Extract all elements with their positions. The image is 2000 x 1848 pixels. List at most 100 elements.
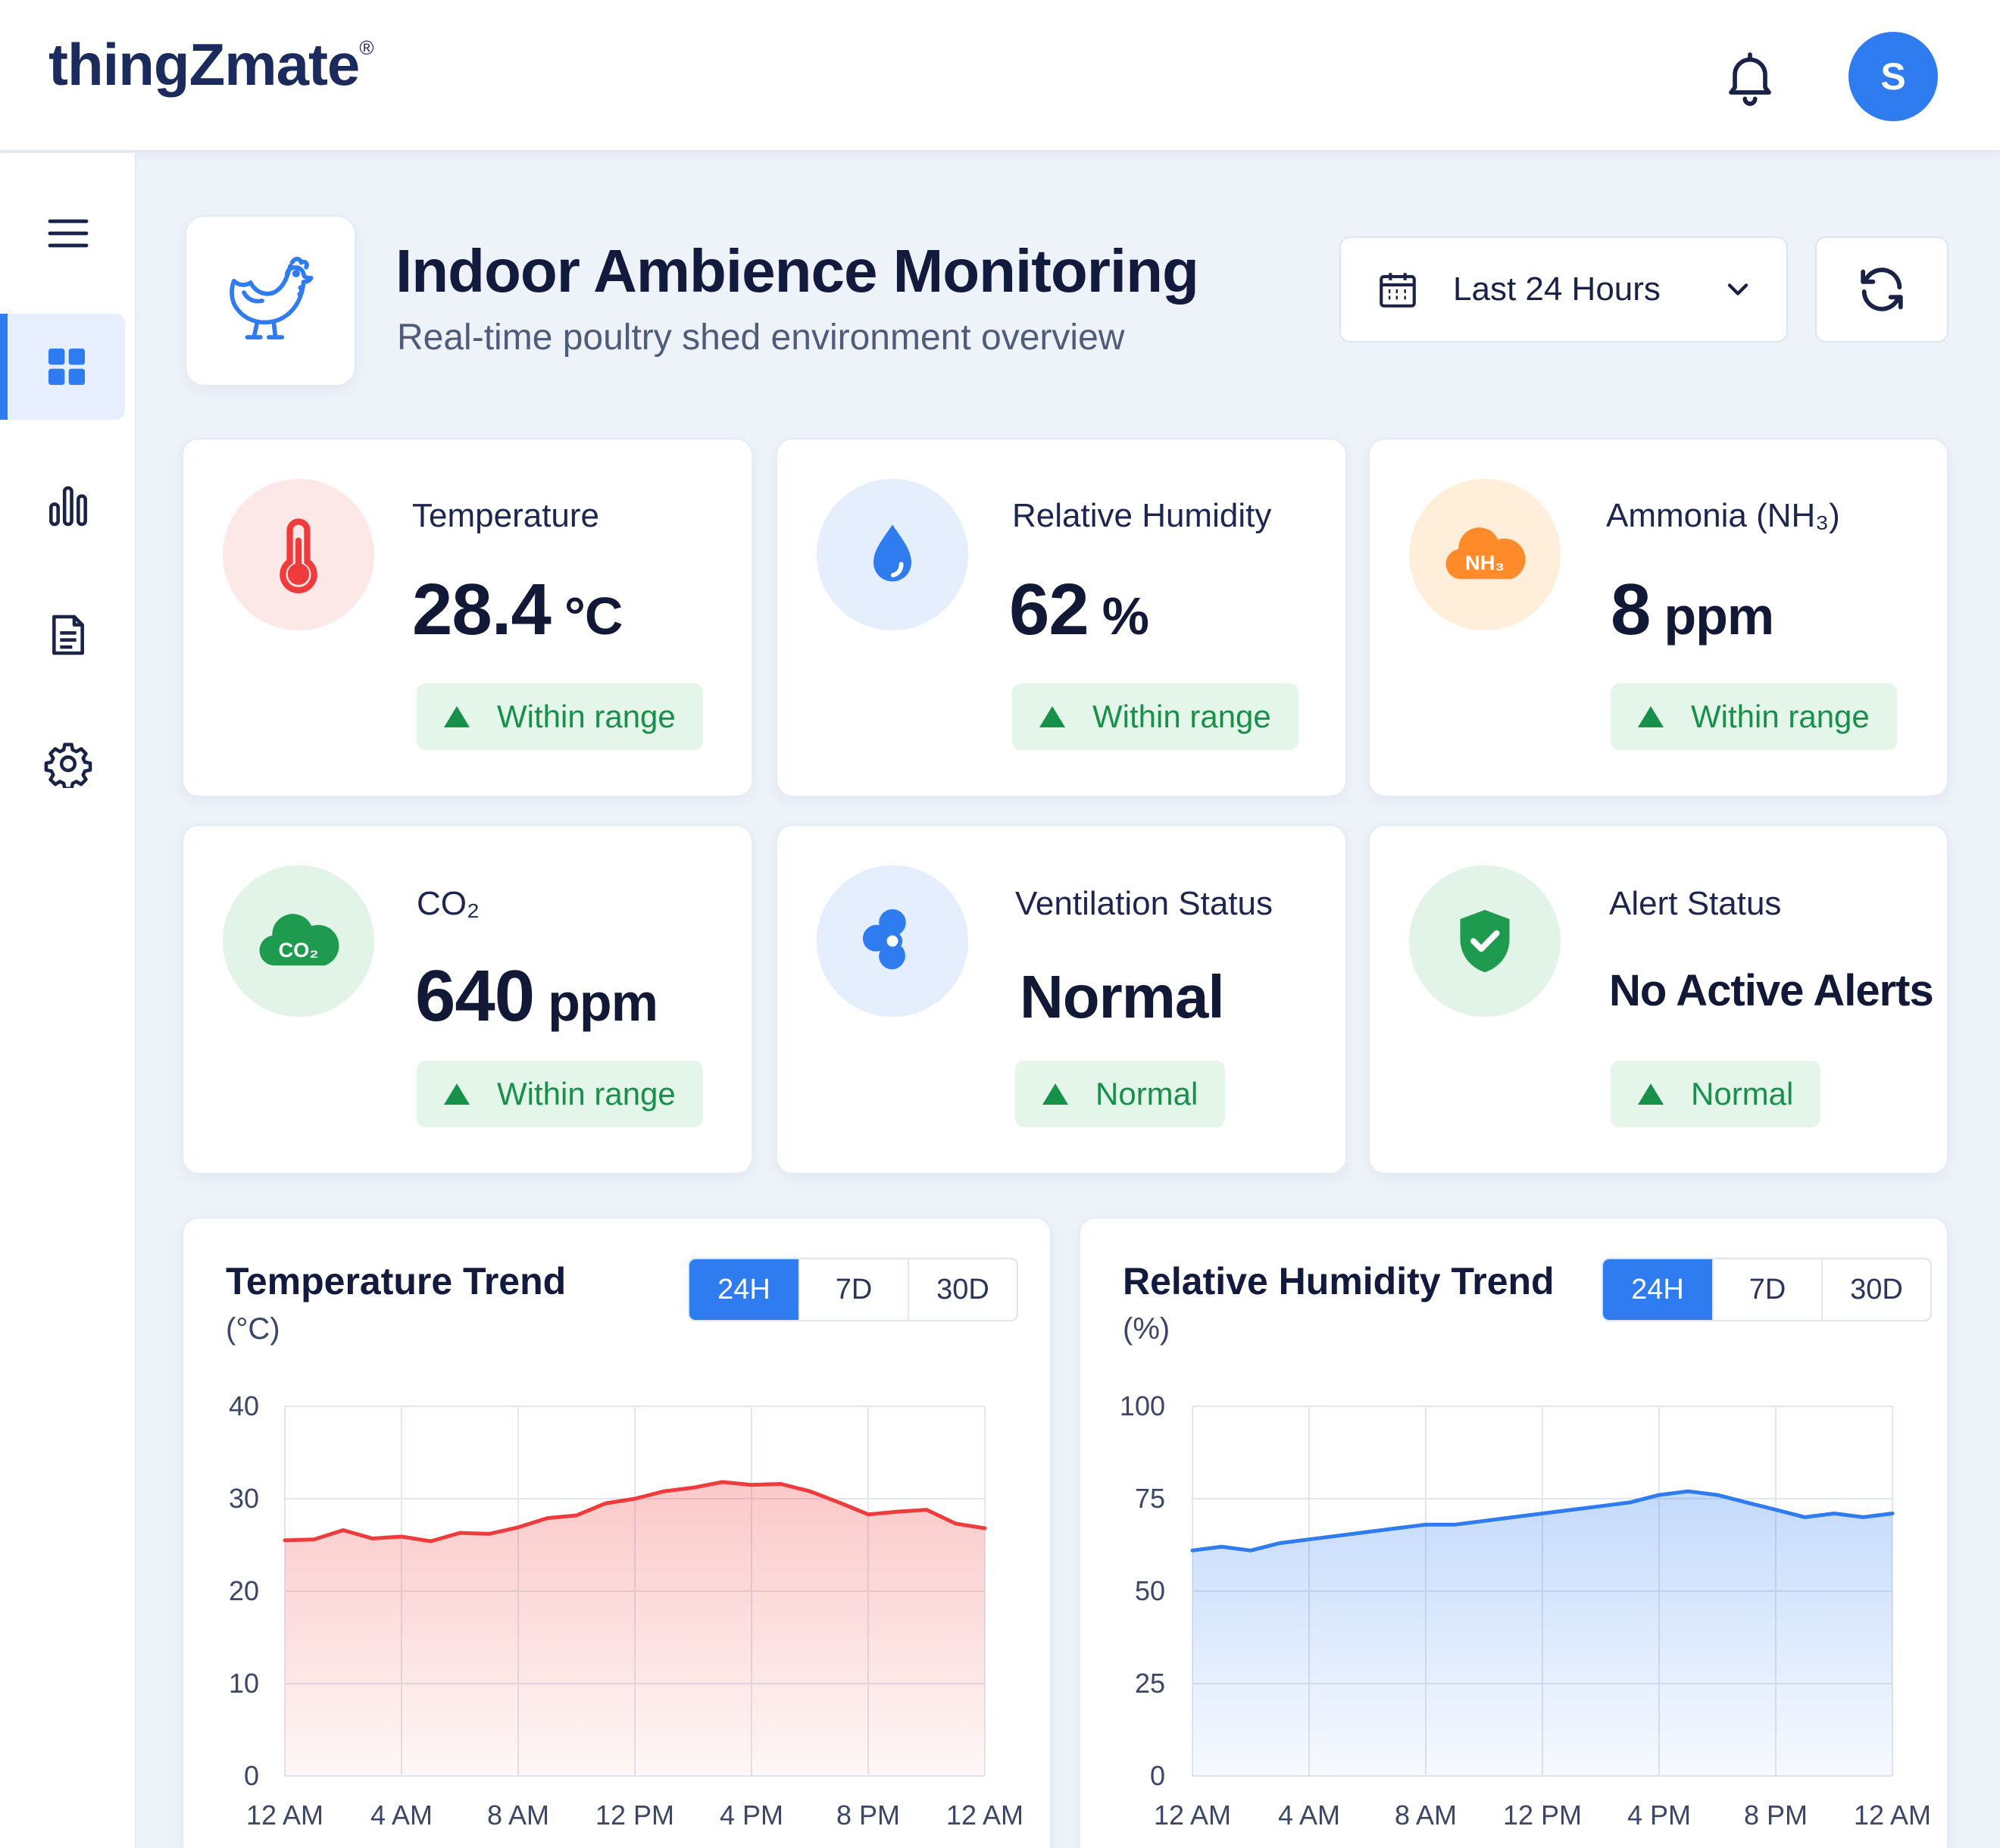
user-avatar[interactable]: S: [1848, 32, 1938, 121]
x-tick-label: 4 AM: [1278, 1800, 1340, 1831]
bell-icon: [1729, 52, 1771, 106]
sidebar-item-dashboard[interactable]: [0, 314, 125, 420]
ventilation-status-badge: Normal: [1015, 1061, 1226, 1127]
ventilation-icon-circle: [817, 865, 968, 1017]
ammonia-icon-circle: NH₃: [1409, 479, 1561, 630]
ammonia-status: Within range: [1691, 699, 1870, 734]
ammonia-number: 8: [1611, 569, 1651, 650]
poultry-logo-tile: [185, 215, 356, 386]
co2-icon-text: CO₂: [278, 938, 318, 962]
brand-logo[interactable]: thingZmate®: [48, 30, 374, 99]
tab-24h[interactable]: 24H: [1603, 1259, 1712, 1320]
top-bar: thingZmate® S: [0, 0, 2000, 152]
y-tick-label: 100: [1120, 1390, 1165, 1421]
x-tick-label: 8 AM: [1395, 1800, 1457, 1831]
x-tick-label: 12 AM: [246, 1800, 323, 1831]
x-tick-label: 12 AM: [946, 1800, 1023, 1831]
x-tick-label: 8 PM: [836, 1800, 900, 1831]
humidity-chart-title: Relative Humidity Trend: [1123, 1260, 1555, 1302]
humidity-range-tabs: 24H 7D 30D: [1602, 1258, 1932, 1321]
tab-24h[interactable]: 24H: [689, 1259, 798, 1320]
tab-7d[interactable]: 7D: [1712, 1259, 1821, 1320]
tab-30d[interactable]: 30D: [908, 1259, 1017, 1320]
x-tick-label: 4 AM: [370, 1800, 433, 1831]
refresh-button[interactable]: [1815, 236, 1948, 342]
temperature-status-badge: Within range: [417, 683, 703, 750]
alert-icon-circle: [1409, 865, 1561, 1017]
y-tick-label: 20: [229, 1575, 259, 1606]
humidity-status: Within range: [1092, 699, 1271, 734]
co2-status-badge: Within range: [417, 1061, 703, 1127]
chicken-icon: [230, 256, 314, 339]
avatar-initial: S: [1880, 55, 1906, 98]
co2-cloud-icon: CO₂: [259, 914, 339, 966]
bar-chart-icon: [49, 486, 87, 527]
time-range-dropdown[interactable]: Last 24 Hours: [1339, 236, 1788, 342]
sidebar-item-settings[interactable]: [0, 711, 136, 817]
hamburger-icon: [48, 219, 89, 248]
brand-logo-text: thingZmate: [48, 31, 360, 98]
menu-toggle-button[interactable]: [0, 180, 136, 286]
humidity-value: 62%: [1009, 568, 1149, 652]
x-tick-label: 8 PM: [1744, 1800, 1808, 1831]
humidity-trend-card: Relative Humidity Trend (%) 24H 7D 30D 0…: [1079, 1217, 1948, 1848]
x-tick-label: 12 AM: [1154, 1800, 1231, 1831]
y-tick-label: 10: [229, 1668, 259, 1699]
y-tick-label: 40: [229, 1390, 259, 1421]
temperature-trend-card: Temperature Trend (°C) 24H 7D 30D 0 10 20 3…: [182, 1217, 1052, 1848]
y-tick-label: 30: [229, 1483, 259, 1514]
tab-7d[interactable]: 7D: [798, 1259, 908, 1320]
y-tick-label: 0: [1150, 1760, 1165, 1791]
x-tick-label: 12 PM: [595, 1800, 674, 1831]
ammonia-label: Ammonia (NH₃): [1606, 497, 1840, 534]
y-tick-label: 75: [1135, 1483, 1165, 1514]
temperature-unit: °C: [564, 586, 623, 646]
ammonia-value: 8 ppm: [1611, 568, 1774, 652]
x-tick-label: 8 AM: [487, 1800, 549, 1831]
shield-check-icon: [1460, 909, 1510, 973]
ammonia-status-badge: Within range: [1611, 683, 1897, 750]
fan-icon: [863, 909, 906, 970]
gear-icon: [44, 743, 92, 788]
ventilation-card: Ventilation Status Normal Normal: [776, 824, 1347, 1174]
notifications-button[interactable]: [1720, 45, 1780, 109]
co2-number: 640: [415, 955, 535, 1037]
alert-card: Alert Status No Active Alerts Normal: [1368, 824, 1948, 1174]
x-tick-label: 12 AM: [1854, 1800, 1931, 1831]
y-tick-label: 25: [1135, 1668, 1165, 1699]
humidity-chart: 0 25 50 75 100 12 AM 4 AM 8 AM 12 PM 4 PM 8 PM 12 A…: [1120, 1390, 1931, 1831]
sidebar-item-analytics[interactable]: [0, 453, 136, 559]
alert-status: Normal: [1691, 1076, 1794, 1112]
ammonia-icon-text: NH₃: [1465, 551, 1505, 574]
status-up-icon: [1042, 1083, 1068, 1105]
temperature-value: 28.4 °C: [412, 568, 623, 652]
document-icon: [52, 614, 84, 655]
co2-icon-circle: CO₂: [223, 865, 374, 1017]
humidity-card: Relative Humidity 62% Within range: [776, 438, 1347, 797]
page-subtitle: Real-time poultry shed environment overv…: [397, 317, 1125, 358]
grid-icon: [48, 349, 85, 385]
water-drop-icon: [873, 524, 911, 582]
co2-status: Within range: [497, 1076, 676, 1112]
status-up-icon: [1039, 706, 1065, 727]
refresh-icon: [1861, 267, 1903, 311]
humidity-icon-circle: [817, 479, 968, 630]
thermometer-icon: [280, 518, 317, 594]
temperature-card: Temperature 28.4 °C Within range: [182, 438, 753, 797]
temperature-status: Within range: [497, 699, 676, 734]
alert-value: No Active Alerts: [1609, 966, 1934, 1015]
humidity-label: Relative Humidity: [1012, 497, 1272, 534]
status-up-icon: [1638, 1083, 1664, 1105]
ammonia-card: NH₃ Ammonia (NH₃) 8 ppm Within range: [1368, 438, 1948, 797]
sidebar-item-reports[interactable]: [0, 582, 136, 688]
temperature-chart-unit: (°C): [226, 1312, 280, 1346]
ventilation-status: Normal: [1095, 1076, 1198, 1112]
x-tick-label: 4 PM: [720, 1800, 783, 1831]
calendar-icon: [1380, 273, 1416, 308]
tab-30d[interactable]: 30D: [1821, 1259, 1930, 1320]
humidity-area-fill: [1192, 1491, 1892, 1776]
co2-value: 640 ppm: [415, 955, 658, 1038]
temperature-chart: 0 10 20 30 40 12 AM 4 AM 8 AM 12 PM 4 PM 8 PM 12 AM: [229, 1390, 1023, 1831]
chevron-down-icon: [1727, 283, 1748, 295]
ammonia-unit: ppm: [1664, 586, 1774, 646]
